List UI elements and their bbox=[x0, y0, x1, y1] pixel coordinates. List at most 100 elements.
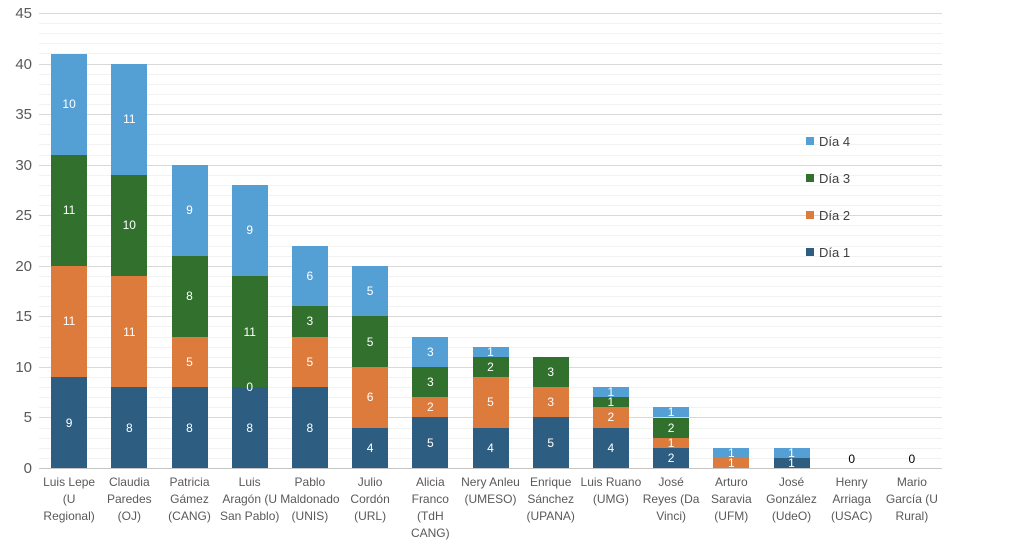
bar-segment bbox=[352, 316, 389, 367]
plot-area: 9 8 8 8 8 4 5 4 5 4 2 1 11 11 5 5 6 2 5 3 2 1 1 11 10 8 11 3 5 3 2 3 1 2 1… bbox=[39, 13, 942, 470]
gridline-major bbox=[39, 215, 942, 217]
legend-swatch bbox=[806, 137, 814, 145]
category-label: Alicia Franco (TdH CANG) bbox=[410, 475, 450, 540]
bar-value-label: 5 bbox=[547, 435, 555, 450]
gridline-minor bbox=[39, 144, 942, 146]
category-label: Luis Ruano (UMG) bbox=[580, 475, 642, 506]
gridline-minor bbox=[39, 306, 942, 308]
bar-segment bbox=[532, 387, 569, 418]
legend-item: Día 3 bbox=[806, 170, 850, 186]
bar-value-label: 8 bbox=[186, 420, 193, 435]
bar-segment bbox=[592, 407, 629, 428]
bar-value-label: 2 bbox=[667, 420, 675, 435]
gridline-major bbox=[39, 265, 942, 267]
category-label: Patricia Gámez (CANG) bbox=[168, 475, 211, 523]
bar-segment bbox=[171, 336, 208, 388]
legend-label: Día 4 bbox=[819, 133, 851, 149]
bar-segment bbox=[352, 427, 389, 468]
bar-value-label: 5 bbox=[186, 354, 193, 369]
bar-value-label: 3 bbox=[547, 395, 555, 410]
bar-segment bbox=[171, 387, 208, 468]
bar-value-label: 6 bbox=[366, 390, 374, 405]
bar-segment bbox=[412, 366, 449, 398]
bar-value-label: 3 bbox=[547, 364, 555, 379]
gridline-major bbox=[39, 316, 942, 318]
bar-segment bbox=[412, 397, 449, 418]
bar-value-label: 11 bbox=[62, 203, 76, 218]
bar-value-label: 5 bbox=[306, 354, 314, 369]
bar-segment bbox=[472, 427, 509, 468]
bar-segment bbox=[412, 336, 449, 367]
y-tick-label: 30 bbox=[15, 156, 32, 174]
legend-swatch bbox=[806, 211, 814, 219]
zero-value-label: 0 bbox=[848, 452, 856, 466]
bar-value-label: 5 bbox=[426, 435, 434, 450]
bar-segment bbox=[773, 447, 810, 458]
category-label: Julio Cordón (URL) bbox=[350, 475, 390, 523]
legend-swatch bbox=[806, 174, 814, 182]
bar-value-label: 1 bbox=[788, 445, 795, 460]
bar-value-label: 4 bbox=[607, 440, 615, 455]
bar-value-label: 2 bbox=[607, 410, 615, 425]
gridline-minor bbox=[39, 23, 942, 25]
bar-value-label: 5 bbox=[366, 334, 374, 349]
category-label: Enrique Sánchez (UPANA) bbox=[526, 475, 575, 523]
legend-label: Día 3 bbox=[819, 170, 851, 186]
bar-segment bbox=[51, 154, 88, 266]
bar-value-label: 3 bbox=[426, 344, 434, 359]
gridline-minor bbox=[39, 53, 942, 55]
gridline-minor bbox=[39, 93, 942, 95]
bar-segment bbox=[352, 366, 389, 428]
bar-segment bbox=[472, 356, 509, 377]
bar-segment bbox=[412, 417, 449, 468]
legend-swatch bbox=[806, 248, 814, 256]
bar-value-label: 8 bbox=[246, 420, 254, 435]
bar-value-label: 10 bbox=[122, 218, 136, 233]
bar-segment bbox=[291, 245, 328, 307]
bar-value-label: 3 bbox=[306, 314, 314, 329]
bar-segment bbox=[472, 346, 509, 357]
gridline-minor bbox=[39, 296, 942, 298]
gridline-minor bbox=[39, 286, 942, 287]
bar-segment bbox=[291, 387, 328, 468]
bar-segment bbox=[51, 377, 88, 468]
legend-item: Día 1 bbox=[806, 244, 850, 260]
bar-value-label: 8 bbox=[186, 289, 193, 304]
bar-value-label: 1 bbox=[788, 455, 795, 470]
bar-segment bbox=[111, 174, 148, 276]
gridline-minor bbox=[39, 184, 942, 186]
bar-segment bbox=[653, 417, 690, 438]
bar-segment bbox=[592, 387, 629, 398]
gridline-minor bbox=[39, 275, 942, 277]
bar-value-label: 11 bbox=[62, 314, 76, 329]
bar-segment bbox=[111, 387, 148, 468]
category-label: Pablo Maldonado (UNIS) bbox=[280, 475, 340, 523]
bar-value-label: 1 bbox=[667, 435, 675, 450]
bar-segment bbox=[352, 265, 389, 317]
gridline-minor bbox=[39, 83, 942, 85]
bar-value-label: 11 bbox=[123, 324, 136, 339]
legend-item: Día 2 bbox=[806, 207, 850, 223]
bar-value-label: 2 bbox=[487, 359, 494, 374]
gridline-minor bbox=[39, 33, 942, 35]
bar-value-label: 1 bbox=[667, 405, 675, 420]
bar-segment bbox=[111, 63, 148, 175]
bar-value-label: 9 bbox=[246, 223, 254, 238]
gridline-major bbox=[39, 13, 942, 14]
bar-segment bbox=[532, 417, 569, 468]
bar-value-label: 1 bbox=[727, 455, 735, 470]
gridline-minor bbox=[39, 174, 942, 176]
legend-item: Día 4 bbox=[806, 133, 850, 149]
bar-segment bbox=[171, 255, 208, 337]
legend-label: Día 2 bbox=[819, 207, 851, 223]
gridline-major bbox=[39, 63, 942, 65]
bar-segment bbox=[713, 457, 750, 468]
bar-segment bbox=[231, 184, 268, 276]
gridline-major bbox=[39, 164, 942, 166]
bar-segment bbox=[532, 356, 569, 388]
bar-value-label: 5 bbox=[366, 284, 374, 299]
bar-value-label: 6 bbox=[306, 268, 314, 283]
bar-value-label: 1 bbox=[607, 395, 615, 410]
bar-value-label: 8 bbox=[306, 420, 314, 435]
